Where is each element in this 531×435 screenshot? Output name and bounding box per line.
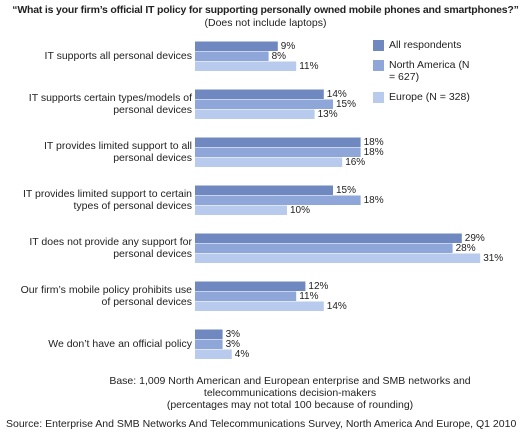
bar xyxy=(195,301,324,311)
bar xyxy=(195,61,297,71)
category-label: Our firm’s mobile policy prohibits use o… xyxy=(20,284,192,308)
source: Source: Enterprise And SMB Networks And … xyxy=(6,418,517,430)
legend-swatch xyxy=(373,60,384,71)
value-label: 10% xyxy=(290,204,311,216)
value-label: 16% xyxy=(345,156,366,168)
bar xyxy=(195,281,306,291)
category-label: IT does not provide any support for pers… xyxy=(29,236,192,260)
value-label: 15% xyxy=(336,98,357,110)
bar xyxy=(195,51,269,61)
bar xyxy=(195,233,462,243)
category-label: We don’t have an official policy xyxy=(48,338,192,350)
legend-swatch xyxy=(373,40,384,51)
category-label: IT supports certain types/models of pers… xyxy=(28,92,192,116)
value-label: 11% xyxy=(299,60,319,72)
legend-label: North America (N = 627) xyxy=(389,59,470,83)
value-label: 18% xyxy=(363,146,384,158)
bar xyxy=(195,205,287,215)
bar xyxy=(195,99,333,109)
value-label: 12% xyxy=(308,280,329,292)
base-note: Base: 1,009 North American and European … xyxy=(109,375,471,399)
bar xyxy=(195,253,481,263)
value-label: 31% xyxy=(483,252,504,264)
legend-label: Europe (N = 328) xyxy=(389,91,470,103)
value-label: 13% xyxy=(317,108,338,120)
legend-swatch xyxy=(373,92,384,103)
category-label: IT provides limited support to certain t… xyxy=(22,188,192,212)
bar xyxy=(195,147,361,157)
value-label: 4% xyxy=(234,348,250,360)
value-label: 14% xyxy=(326,300,347,312)
bar xyxy=(195,339,223,349)
value-label: 9% xyxy=(280,40,296,52)
value-label: 3% xyxy=(225,338,241,350)
bar xyxy=(195,41,278,51)
legend-label: All respondents xyxy=(389,39,462,51)
value-label: 3% xyxy=(225,328,241,340)
category-label: IT supports all personal devices xyxy=(44,50,192,62)
chart-title: “What is your firm’s official IT policy … xyxy=(12,4,519,16)
bar xyxy=(195,185,333,195)
rounding-note: (percentages may not total 100 because o… xyxy=(166,399,414,411)
bar xyxy=(195,243,453,253)
value-label: 28% xyxy=(455,242,476,254)
value-label: 29% xyxy=(464,232,485,244)
value-label: 18% xyxy=(363,136,384,148)
bar xyxy=(195,137,361,147)
bar xyxy=(195,157,343,167)
bar xyxy=(195,89,324,99)
value-label: 14% xyxy=(326,88,347,100)
bar xyxy=(195,195,361,205)
chart-subtitle: (Does not include laptops) xyxy=(204,17,327,29)
bar xyxy=(195,329,223,339)
category-label: IT provides limited support to all perso… xyxy=(43,140,192,164)
bar xyxy=(195,291,297,301)
value-label: 8% xyxy=(271,50,287,62)
value-label: 11% xyxy=(299,290,319,302)
value-label: 15% xyxy=(336,184,357,196)
bar xyxy=(195,109,315,119)
bar xyxy=(195,349,232,359)
value-label: 18% xyxy=(363,194,384,206)
